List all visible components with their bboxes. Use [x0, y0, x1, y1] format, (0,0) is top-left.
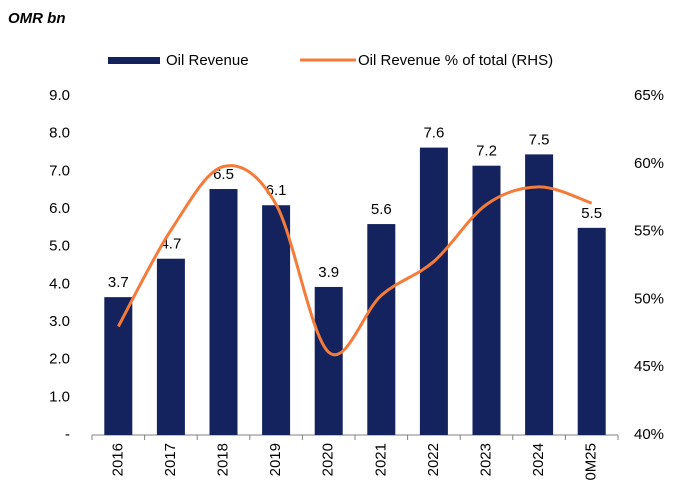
y-tick-label: -	[65, 426, 70, 443]
y-tick-label: 4.0	[49, 275, 70, 292]
value-label: 3.9	[318, 264, 339, 281]
y-tick-label: 5.0	[49, 238, 70, 255]
y-tick-label: 9.0	[49, 87, 70, 104]
legend-label: Oil Revenue % of total (RHS)	[358, 52, 553, 69]
x-tick-label: 0M25	[583, 443, 600, 481]
y-tick-label: 1.0	[49, 388, 70, 405]
bar	[472, 165, 501, 435]
value-label: 7.2	[476, 143, 497, 160]
value-label: 7.5	[529, 131, 550, 148]
value-label: 3.7	[108, 274, 129, 291]
bar	[104, 297, 133, 435]
bar	[419, 147, 448, 435]
x-tick-label: 2021	[372, 443, 389, 476]
y2-tick-label: 55%	[634, 223, 664, 240]
x-tick-label: 2020	[320, 443, 337, 476]
value-label: 7.6	[423, 125, 444, 142]
line	[116, 164, 593, 357]
y2-tick-label: 50%	[634, 290, 664, 307]
chart-title: OMR bn	[8, 10, 66, 27]
y-tick-label: 7.0	[49, 162, 70, 179]
y2-tick-label: 60%	[634, 155, 664, 172]
bar	[156, 258, 185, 435]
y-tick-label: 3.0	[49, 313, 70, 330]
value-label: 5.5	[581, 205, 602, 222]
legend-swatch	[108, 57, 160, 64]
value-label: 5.6	[371, 201, 392, 218]
bar	[525, 154, 554, 435]
x-tick-label: 2023	[477, 443, 494, 476]
bar	[314, 286, 343, 435]
legend-label: Oil Revenue	[166, 52, 249, 69]
y-tick-label: 6.0	[49, 200, 70, 217]
bar	[577, 227, 606, 435]
x-tick-label: 2017	[162, 443, 179, 476]
y2-tick-label: 40%	[634, 426, 664, 443]
y2-tick-label: 45%	[634, 358, 664, 375]
bar	[209, 189, 238, 435]
y-tick-label: 8.0	[49, 125, 70, 142]
bar	[367, 224, 396, 435]
x-tick-label: 2016	[109, 443, 126, 476]
x-tick-label: 2019	[267, 443, 284, 476]
y2-tick-label: 65%	[634, 87, 664, 104]
y-tick-label: 2.0	[49, 351, 70, 368]
x-tick-label: 2018	[214, 443, 231, 476]
x-tick-label: 2024	[530, 443, 547, 476]
bar	[262, 205, 291, 435]
x-tick-label: 2022	[425, 443, 442, 476]
